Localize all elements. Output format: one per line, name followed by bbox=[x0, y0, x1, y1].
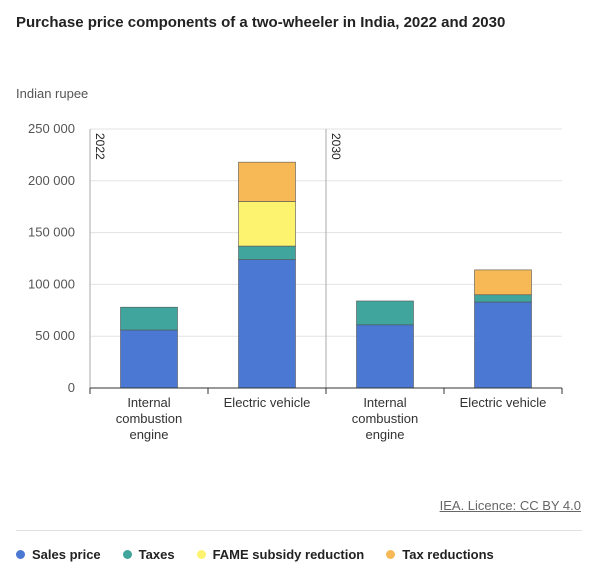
chart-title: Purchase price components of a two-wheel… bbox=[16, 14, 506, 31]
legend-label-taxes: Taxes bbox=[138, 547, 175, 562]
bar-2030-internal-combustion-engine-sales-price bbox=[356, 324, 414, 389]
legend-swatch-fame-subsidy-reduction bbox=[196, 550, 206, 559]
panel-label-2030: 2030 bbox=[329, 133, 343, 160]
legend: Sales price Taxes FAME subsidy reduction… bbox=[16, 547, 494, 562]
bar-2030-electric-vehicle-taxes bbox=[474, 294, 532, 303]
bar-2022-electric-vehicle-taxes bbox=[238, 245, 296, 260]
legend-item-taxes[interactable]: Taxes bbox=[122, 547, 175, 562]
bar-2022-electric-vehicle-fame-subsidy-reduction bbox=[238, 201, 296, 247]
legend-item-sales-price[interactable]: Sales price bbox=[16, 547, 101, 562]
legend-swatch-taxes bbox=[122, 550, 132, 559]
y-tick-label: 0 bbox=[68, 380, 75, 395]
bar-2022-electric-vehicle-tax-reductions bbox=[238, 161, 296, 202]
legend-label-sales-price: Sales price bbox=[32, 547, 101, 562]
y-tick-label: 250 000 bbox=[28, 121, 75, 136]
legend-label-tax-reductions: Tax reductions bbox=[402, 547, 494, 562]
bar-2022-internal-combustion-engine-taxes bbox=[120, 306, 178, 331]
y-tick-label: 200 000 bbox=[28, 173, 75, 188]
panel-label-2022: 2022 bbox=[93, 133, 107, 160]
y-axis-label: Indian rupee bbox=[16, 86, 89, 101]
source-link[interactable]: IEA. Licence: CC BY 4.0 bbox=[439, 498, 581, 513]
y-tick-label: 150 000 bbox=[28, 225, 75, 240]
bar-2030-electric-vehicle-tax-reductions bbox=[474, 269, 532, 296]
legend-divider bbox=[16, 530, 582, 531]
legend-label-fame-subsidy-reduction: FAME subsidy reduction bbox=[212, 547, 365, 562]
x-tick-label: Internal combustion engine bbox=[352, 395, 418, 442]
x-tick-label: Electric vehicle bbox=[460, 395, 547, 410]
y-tick-label: 50 000 bbox=[35, 328, 75, 343]
x-tick-label: Electric vehicle bbox=[224, 395, 311, 410]
legend-swatch-tax-reductions bbox=[386, 550, 396, 559]
x-tick-label: Internal combustion engine bbox=[116, 395, 182, 442]
bar-2022-internal-combustion-engine-sales-price bbox=[120, 329, 178, 389]
y-tick-label: 100 000 bbox=[28, 276, 75, 291]
bar-2030-electric-vehicle-sales-price bbox=[474, 301, 532, 389]
bar-2030-internal-combustion-engine-taxes bbox=[356, 300, 414, 326]
legend-item-tax-reductions[interactable]: Tax reductions bbox=[386, 547, 494, 562]
legend-item-fame-subsidy-reduction[interactable]: FAME subsidy reduction bbox=[196, 547, 365, 562]
legend-swatch-sales-price bbox=[16, 550, 25, 559]
bar-2022-electric-vehicle-sales-price bbox=[238, 259, 296, 389]
